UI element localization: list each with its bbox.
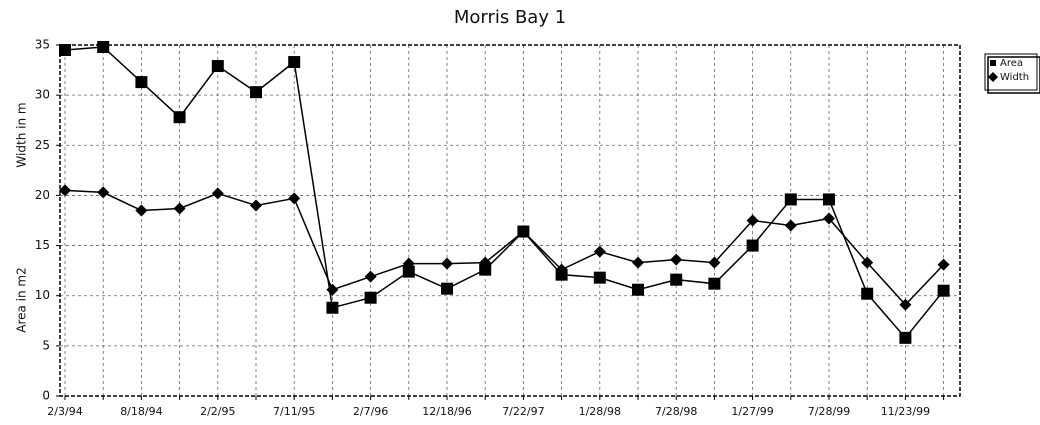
x-tick-label: 2/3/94 (47, 405, 82, 418)
marker (326, 283, 339, 296)
marker (479, 256, 492, 269)
marker (746, 214, 759, 227)
marker (364, 291, 377, 304)
plot-frame (59, 44, 961, 397)
marker (517, 225, 530, 238)
x-tick-label: 11/23/99 (881, 405, 930, 418)
marker (708, 256, 721, 269)
marker (746, 239, 759, 252)
marker (173, 202, 186, 215)
marker (59, 184, 71, 197)
marker (593, 245, 606, 258)
y-tick-label: 20 (35, 188, 50, 202)
marker (479, 263, 492, 276)
legend-marker (988, 72, 998, 82)
x-tick-label: 7/11/95 (273, 405, 315, 418)
x-tick-label: 7/28/98 (655, 405, 697, 418)
y-tick-label: 25 (35, 138, 50, 152)
marker (211, 60, 224, 73)
y-tick-label: 0 (42, 389, 50, 403)
marker (288, 56, 301, 69)
marker (937, 284, 950, 297)
x-tick-label: 1/28/98 (579, 405, 621, 418)
y-tick-label: 5 (42, 338, 50, 352)
marker (402, 257, 415, 270)
legend-shadow (987, 56, 1040, 94)
chart-title: Morris Bay 1 (454, 7, 566, 28)
series-line (64, 46, 945, 340)
marker (364, 270, 377, 283)
marker (708, 277, 721, 290)
marker (861, 256, 874, 269)
marker (250, 199, 262, 212)
x-tick-label: 2/7/96 (353, 405, 388, 418)
marker (441, 257, 453, 270)
y-tick-label: 35 (35, 38, 50, 52)
marker (135, 76, 148, 89)
legend-label: Area (1000, 58, 1023, 69)
marker (97, 41, 110, 54)
marker (211, 187, 224, 200)
marker (402, 265, 415, 278)
marker (670, 253, 683, 266)
marker (441, 282, 453, 295)
marker (173, 111, 186, 124)
marker (59, 44, 71, 57)
y-axis-label: Width in m (15, 102, 29, 167)
legend-marker (990, 60, 996, 66)
y-tick-label: 15 (35, 238, 50, 252)
marker (288, 192, 301, 205)
series-line (64, 189, 945, 306)
x-tick-label: 2/2/95 (200, 405, 235, 418)
marker (632, 283, 644, 296)
x-tick-label: 7/28/99 (808, 405, 850, 418)
marker (784, 219, 797, 232)
legend-label: Width (1000, 72, 1029, 83)
marker (823, 193, 835, 206)
x-tick-label: 8/18/94 (120, 405, 162, 418)
marker (784, 193, 797, 206)
x-tick-label: 1/27/99 (731, 405, 773, 418)
marker (135, 204, 148, 217)
marker (250, 86, 262, 99)
marker (555, 263, 568, 276)
marker (632, 256, 644, 269)
marker (899, 331, 912, 344)
marker (937, 258, 950, 271)
marker (326, 301, 339, 314)
marker (899, 298, 912, 311)
marker (861, 287, 874, 300)
marker (97, 186, 110, 199)
x-tick-label: 12/18/96 (422, 405, 471, 418)
y-tick-label: 10 (35, 288, 50, 302)
marker (670, 273, 683, 286)
y-tick-label: 30 (35, 88, 50, 102)
y-axis-label: Area in m2 (15, 267, 29, 333)
x-tick-label: 7/22/97 (502, 405, 544, 418)
marker (823, 212, 835, 225)
marker (593, 271, 606, 284)
